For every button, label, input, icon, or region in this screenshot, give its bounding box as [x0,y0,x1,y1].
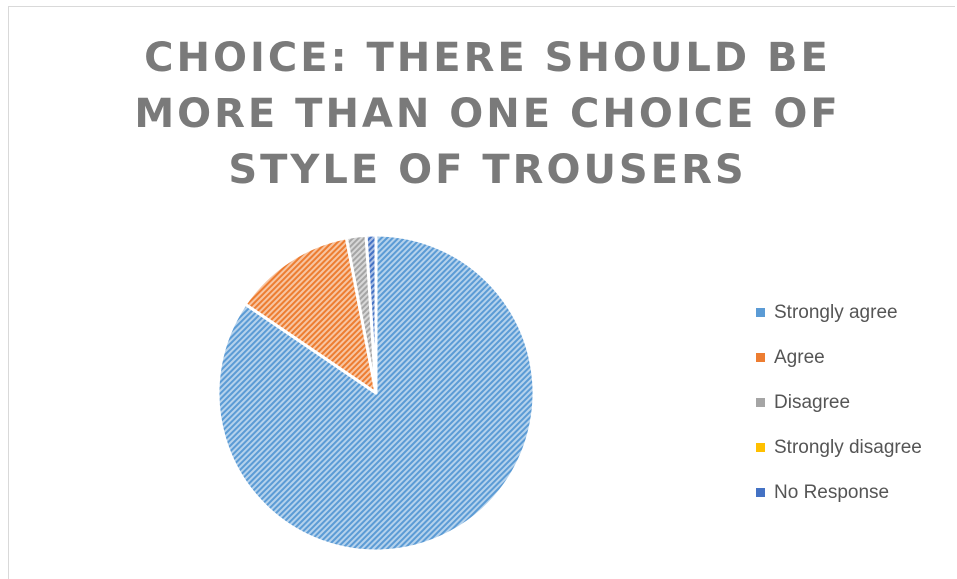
legend-item: No Response [756,470,922,515]
legend-label: Strongly agree [774,301,898,323]
legend-label: No Response [774,481,890,503]
legend-item: Strongly disagree [756,425,922,470]
pie-slice-no-response [364,233,378,395]
legend-label: Strongly disagree [774,436,922,458]
legend-item: Disagree [756,380,922,425]
chart-legend: Strongly agree Agree Disagree Strongly d… [756,290,922,515]
legend-label: Disagree [774,391,851,413]
legend-swatch [756,443,765,452]
legend-swatch [756,488,765,497]
pie-chart [216,233,536,553]
legend-swatch [756,353,765,362]
legend-label: Agree [774,346,825,368]
legend-item: Strongly agree [756,290,922,335]
legend-swatch [756,398,765,407]
legend-swatch [756,308,765,317]
chart-title: CHOICE: THERE SHOULD BE MORE THAN ONE CH… [0,30,957,198]
pie-slice-agree [243,236,378,395]
chart-title-line-2: MORE THAN ONE CHOICE OF [134,91,841,137]
chart-frame [8,6,955,579]
legend-item: Agree [756,335,922,380]
chart-title-line-1: CHOICE: THERE SHOULD BE [144,35,831,81]
chart-title-line-3: STYLE OF TROUSERS [228,147,747,193]
